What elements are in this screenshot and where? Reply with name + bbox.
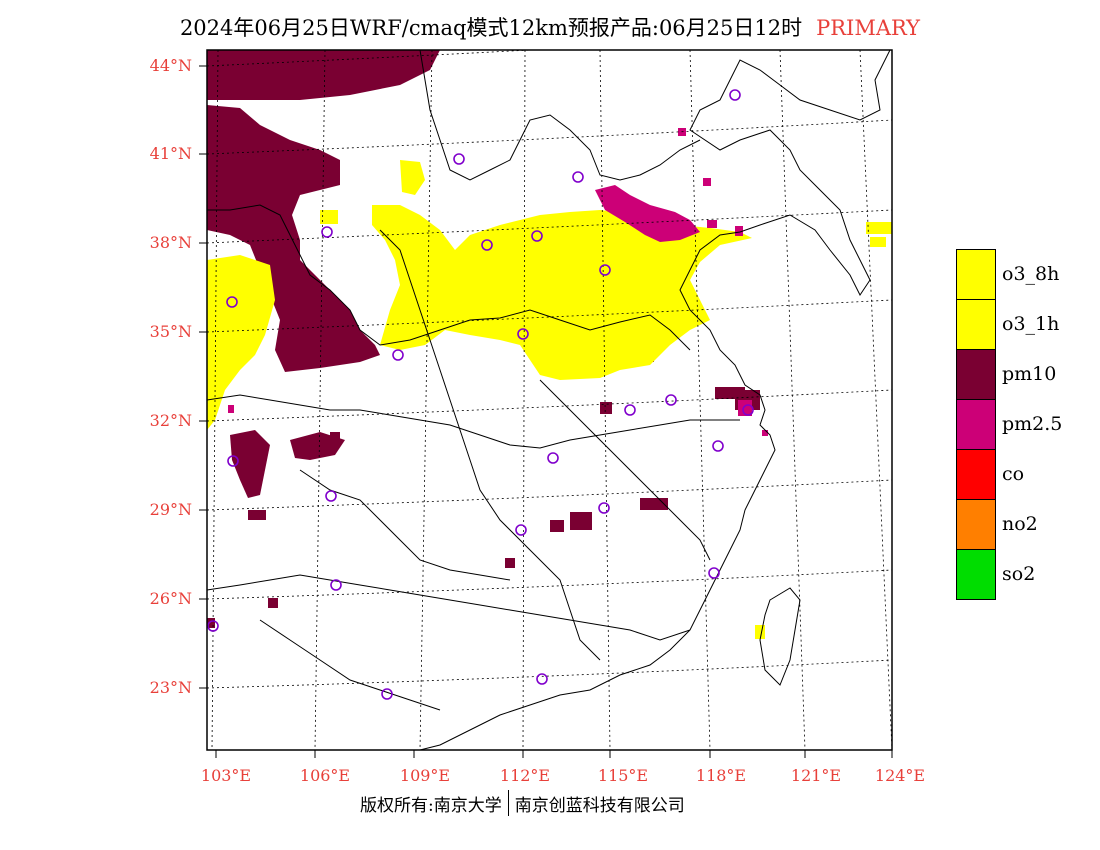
legend-label: so2: [1002, 563, 1036, 585]
legend-swatch: [956, 299, 996, 350]
footer-separator: [507, 790, 509, 816]
lat-label-23: 23°N: [149, 678, 192, 697]
lat-label-32: 32°N: [149, 411, 192, 430]
legend-label: o3_1h: [1002, 313, 1060, 335]
legend-label: o3_8h: [1002, 263, 1060, 285]
legend-swatch: [956, 499, 996, 550]
legend-label: pm10: [1002, 363, 1057, 385]
lat-label-38: 38°N: [149, 233, 192, 252]
legend-label: co: [1002, 463, 1025, 485]
lon-label-124: 124°E: [874, 766, 926, 785]
legend-label: no2: [1002, 513, 1038, 535]
copyright-footer: 版权所有:南京大学 南京创蓝科技有限公司: [360, 790, 685, 816]
legend-swatch: [956, 449, 996, 500]
lon-label-109: 109°E: [399, 766, 451, 785]
lat-label-35: 35°N: [149, 322, 192, 341]
title-primary-tag: PRIMARY: [816, 16, 921, 40]
title-text: 2024年06月25日WRF/cmaq模式12km预报产品:06月25日12时: [179, 16, 803, 40]
boundaries: [207, 50, 891, 750]
map-frame: [206, 49, 893, 751]
o3-areas: [207, 160, 892, 639]
legend-label: pm2.5: [1002, 413, 1063, 435]
lon-label-106: 106°E: [299, 766, 351, 785]
lon-label-121: 121°E: [790, 766, 842, 785]
lat-label-44: 44°N: [149, 56, 192, 75]
axis-ticks: [199, 65, 893, 758]
lon-label-118: 118°E: [695, 766, 747, 785]
lat-label-29: 29°N: [149, 500, 192, 519]
legend-swatch: [956, 549, 996, 600]
legend-swatch: [956, 349, 996, 400]
lat-label-41: 41°N: [149, 144, 192, 163]
graticule: [207, 50, 892, 750]
lat-label-26: 26°N: [149, 589, 192, 608]
legend-swatch: [956, 249, 996, 300]
copyright-company: 南京创蓝科技有限公司: [514, 795, 685, 816]
lon-label-112: 112°E: [499, 766, 551, 785]
station-markers: [207, 89, 754, 700]
lon-label-115: 115°E: [597, 766, 649, 785]
lon-label-103: 103°E: [200, 766, 252, 785]
pm25-areas: [228, 128, 768, 436]
pm10-areas: [207, 50, 760, 628]
map-title: 2024年06月25日WRF/cmaq模式12km预报产品:06月25日12时 P…: [0, 12, 1100, 42]
copyright-owner: 版权所有:南京大学: [360, 795, 502, 816]
legend-swatch: [956, 399, 996, 450]
